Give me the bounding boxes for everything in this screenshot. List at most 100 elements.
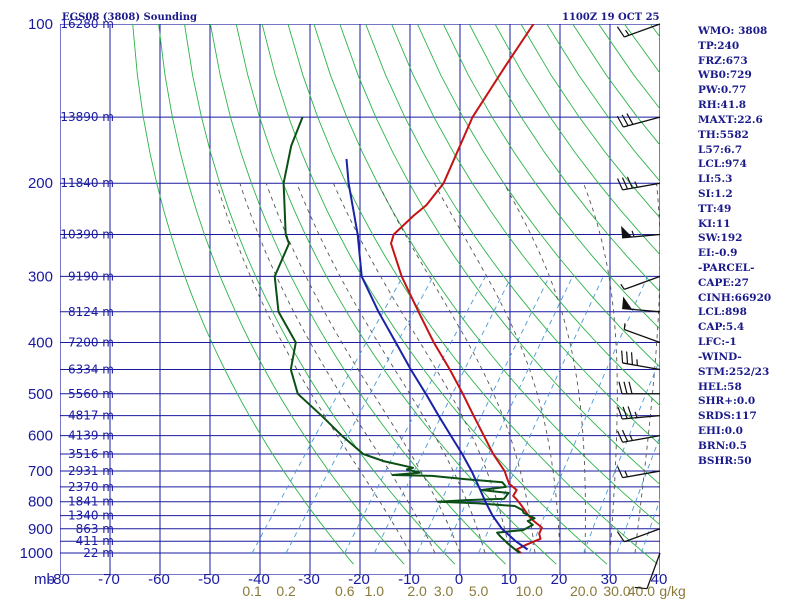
mixing-ratio-line bbox=[251, 276, 404, 554]
index-item: BSHR:50 bbox=[698, 454, 752, 467]
moist-adiabat bbox=[216, 183, 411, 554]
pressure-tick-label: 600 bbox=[28, 428, 53, 445]
height-label: 863 m bbox=[76, 522, 114, 536]
index-item: LCL:974 bbox=[698, 158, 747, 171]
dry-adiabat bbox=[184, 24, 456, 565]
height-label: 9190 m bbox=[68, 269, 114, 283]
dry-adiabat bbox=[416, 24, 660, 368]
height-label: 1841 m bbox=[68, 495, 114, 509]
wind-barb bbox=[621, 225, 661, 239]
station-title: EGS08 (3808) Sounding bbox=[62, 12, 197, 23]
index-item: SHR+:0.0 bbox=[698, 395, 756, 408]
pressure-axis-labels: 100 200 300 400 500 600 700 800 900 1000 bbox=[20, 16, 53, 562]
height-label: 2931 m bbox=[68, 464, 114, 478]
wind-barb bbox=[616, 113, 661, 128]
mixing-ratio-label: 0.1 bbox=[242, 583, 262, 599]
mixing-ratio-label: 1.0 bbox=[365, 583, 385, 599]
index-item: KI:11 bbox=[698, 217, 731, 230]
dry-adiabat bbox=[209, 24, 506, 565]
height-label: 411 m bbox=[76, 534, 114, 548]
wind-barb bbox=[616, 23, 661, 38]
pressure-tick-label: 1000 bbox=[20, 545, 53, 562]
wind-barb bbox=[616, 528, 661, 543]
index-item: LCL:898 bbox=[698, 306, 747, 319]
index-item: CINH:66920 bbox=[698, 291, 772, 304]
height-label: 7200 m bbox=[68, 335, 114, 349]
height-label: 11840 m bbox=[60, 176, 114, 190]
index-item: -PARCEL- bbox=[698, 262, 755, 274]
temperature-axis-labels: -80 -70 -60 -50 -40 -30 -20 -10 0 10 20 30 40 bbox=[48, 571, 667, 588]
pressure-tick-label: 400 bbox=[28, 334, 53, 351]
wind-barb bbox=[618, 381, 660, 395]
index-item: WB0:729 bbox=[698, 69, 752, 82]
index-item: FRZ:673 bbox=[698, 54, 748, 67]
mixing-ratio-line bbox=[583, 358, 660, 554]
mixing-ratio-label: 2.0 bbox=[407, 583, 427, 599]
mixing-ratio-label: 3.0 bbox=[434, 583, 454, 599]
pressure-unit-label: mb bbox=[34, 571, 55, 588]
mixing-ratio-label: 40.0 bbox=[628, 583, 655, 599]
temperature-tick-label: 0 bbox=[455, 571, 463, 588]
dry-adiabat bbox=[468, 24, 660, 293]
dry-adiabat bbox=[158, 24, 405, 565]
pressure-tick-label: 700 bbox=[28, 463, 53, 480]
index-item: TT:49 bbox=[698, 202, 732, 215]
moist-adiabat bbox=[433, 182, 561, 554]
moist-adiabat bbox=[583, 183, 618, 554]
wind-barb bbox=[620, 275, 661, 291]
mixing-ratio-label: 20.0 bbox=[570, 583, 597, 599]
index-item: SI:1.2 bbox=[698, 187, 733, 200]
height-label: 2370 m bbox=[68, 480, 114, 494]
index-item: -WIND- bbox=[698, 350, 742, 363]
dry-adiabat bbox=[365, 24, 660, 446]
wind-barb bbox=[621, 350, 661, 371]
index-item: SW:192 bbox=[698, 232, 743, 245]
index-item: TH:5582 bbox=[698, 128, 749, 141]
height-label: 13890 m bbox=[60, 110, 114, 124]
height-label: 1340 m bbox=[68, 509, 114, 523]
pressure-tick-label: 200 bbox=[28, 175, 53, 192]
pressure-tick-label: 900 bbox=[28, 521, 53, 538]
temperature-tick-label: 10 bbox=[501, 571, 518, 588]
dry-adiabat bbox=[235, 24, 557, 565]
mixing-ratio-line bbox=[528, 276, 648, 554]
dry-adiabat bbox=[261, 24, 608, 565]
mixing-ratio-label: 30.0 bbox=[603, 583, 630, 599]
parcel-profile bbox=[345, 158, 529, 551]
dewpoint-profile bbox=[273, 116, 536, 554]
valid-time: 1100Z 19 OCT 25 bbox=[562, 12, 660, 23]
height-label: 4817 m bbox=[68, 409, 114, 423]
index-item: CAP:5.4 bbox=[698, 321, 745, 334]
index-item: TP:240 bbox=[698, 39, 740, 52]
wind-barb bbox=[634, 552, 661, 590]
index-item: L57:6.7 bbox=[698, 143, 743, 156]
wind-barb bbox=[616, 176, 661, 191]
moist-adiabat bbox=[503, 182, 586, 553]
mixing-ratio-line bbox=[285, 276, 434, 554]
temperature-tick-label: -70 bbox=[98, 571, 120, 588]
index-item: LI:5.3 bbox=[698, 173, 733, 186]
index-item: MAXT:22.6 bbox=[698, 113, 763, 126]
wind-barb bbox=[623, 323, 661, 344]
index-item: EI:-0.9 bbox=[698, 247, 738, 260]
index-item: WMO: 3808 bbox=[698, 25, 768, 37]
sounding-profiles bbox=[273, 24, 543, 554]
mixing-ratio-line bbox=[640, 498, 660, 554]
pressure-tick-label: 300 bbox=[28, 268, 53, 285]
dry-adiabat bbox=[339, 24, 660, 486]
dry-adiabats bbox=[132, 24, 660, 565]
wind-barb bbox=[617, 406, 661, 420]
mixing-ratio-line bbox=[478, 276, 604, 554]
temperature-tick-label: -60 bbox=[148, 571, 170, 588]
temperature-tick-label: -40 bbox=[248, 571, 270, 588]
mixing-ratio-line bbox=[443, 276, 574, 554]
height-label: 10390 m bbox=[60, 228, 114, 242]
height-label: 3516 m bbox=[68, 447, 114, 461]
mixing-ratio-label: 10.0 bbox=[516, 583, 543, 599]
index-item: PW:0.77 bbox=[698, 84, 747, 97]
sounding-indices-panel: WMO: 3808 TP:240 FRZ:673 WB0:729 PW:0.77 RH:4… bbox=[698, 24, 800, 468]
temperature-tick-label: -20 bbox=[348, 571, 370, 588]
wind-barb bbox=[622, 296, 661, 313]
dry-adiabat bbox=[313, 24, 660, 526]
